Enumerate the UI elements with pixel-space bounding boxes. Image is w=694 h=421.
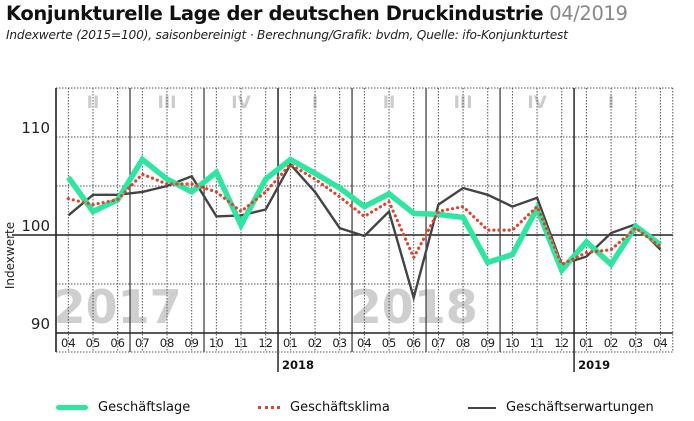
x-tick-label: 09	[184, 336, 199, 350]
x-tick-label: 09	[480, 336, 495, 350]
x-tick-label: 12	[554, 336, 569, 350]
x-tick-label: 11	[234, 336, 249, 350]
year-label: 2018	[282, 358, 314, 372]
legend-swatch-red	[258, 406, 280, 409]
x-tick-label: 04	[357, 336, 372, 350]
series-line-geschaeftslage	[66, 155, 663, 276]
y-tick-label: 110	[21, 119, 50, 137]
chart-title: Konjunkturelle Lage der deutschen Drucki…	[6, 2, 628, 25]
x-tick-label: 01	[579, 336, 594, 350]
legend-item-geschaeftserwartungen: Geschäftserwartungen	[468, 400, 654, 415]
y-tick-label: 100	[21, 217, 50, 235]
legend-swatch-dark	[468, 406, 496, 409]
x-tick-label: 06	[110, 336, 125, 350]
legend-item-geschaeftsklima: Geschäftsklima	[258, 400, 390, 415]
x-tick-label: 07	[135, 336, 150, 350]
x-tick-label: 06	[406, 336, 421, 350]
y-tick-label: 90	[31, 315, 50, 333]
x-tick-label: 10	[209, 336, 224, 350]
title-text: Konjunkturelle Lage der deutschen Drucki…	[6, 2, 544, 25]
x-tick-label: 04	[61, 336, 76, 350]
legend-swatch-green	[56, 405, 88, 410]
x-tick-label: 10	[505, 336, 520, 350]
chart-subtitle: Indexwerte (2015=100), saisonbereinigt ·…	[6, 28, 568, 42]
series-line-geschaeftsklima	[66, 162, 663, 267]
x-tick-label: 08	[456, 336, 471, 350]
x-tick-label: 05	[382, 336, 397, 350]
legend-label: Geschäftsklima	[290, 400, 390, 415]
legend-label: Geschäftslage	[98, 400, 191, 415]
x-tick-label: 01	[283, 336, 298, 350]
x-tick-label: 02	[604, 336, 619, 350]
legend-item-geschaeftslage: Geschäftslage	[56, 400, 190, 415]
x-tick-label: 07	[431, 336, 446, 350]
x-tick-label: 02	[308, 336, 323, 350]
x-tick-label: 03	[332, 336, 347, 350]
x-tick-label: 11	[530, 336, 545, 350]
line-chart: 20172018IIIIIIVIIIIIIIVI11010090Indexwer…	[3, 87, 674, 372]
y-axis-label: Indexwerte	[3, 222, 17, 289]
title-date: 04/2019	[549, 2, 628, 25]
x-tick-label: 03	[628, 336, 643, 350]
x-tick-label: 12	[258, 336, 273, 350]
legend-label: Geschäftserwartungen	[506, 400, 654, 415]
x-tick-label: 08	[160, 336, 175, 350]
x-tick-label: 05	[86, 336, 101, 350]
x-tick-label: 04	[653, 336, 668, 350]
year-label: 2019	[578, 358, 610, 372]
legend: Geschäftslage Geschäftsklima Geschäftser…	[0, 400, 694, 420]
